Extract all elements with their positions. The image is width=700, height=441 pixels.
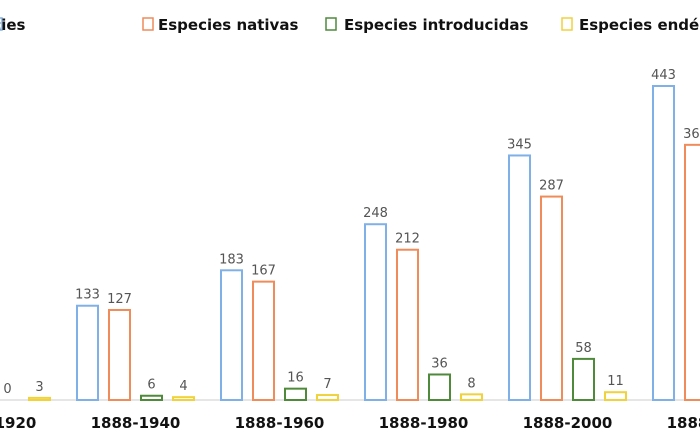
bar-3-2 bbox=[140, 394, 163, 402]
value-label-2-3: 167 bbox=[251, 264, 276, 279]
bar-4-3 bbox=[316, 394, 339, 401]
bar-3-3 bbox=[284, 387, 307, 402]
legend-swatch-1 bbox=[0, 17, 3, 31]
category-label-4: 1888-1980 bbox=[379, 414, 469, 432]
category-label-6: 1888-2020 bbox=[667, 414, 700, 432]
category-label-3: 1888-1960 bbox=[235, 414, 325, 432]
bar-3-5 bbox=[572, 357, 595, 402]
bar-4-5 bbox=[604, 391, 627, 401]
legend-swatch-2 bbox=[142, 17, 154, 31]
bar-3-4 bbox=[428, 373, 451, 401]
value-label-1-4: 248 bbox=[363, 206, 388, 221]
bar-2-6 bbox=[684, 143, 700, 401]
bar-4-1 bbox=[28, 396, 51, 402]
value-label-4-5: 11 bbox=[607, 374, 624, 389]
category-label-2: 1888-1940 bbox=[91, 414, 181, 432]
value-label-3-1: 0 bbox=[3, 382, 11, 397]
category-labels: 1888-1920 1888-1940 1888-1960 1888-1980 1888… bbox=[0, 414, 700, 432]
bar-2-3 bbox=[252, 280, 275, 401]
bar-2-4 bbox=[396, 248, 419, 401]
value-label-1-5: 345 bbox=[507, 137, 532, 152]
value-label-1-2: 133 bbox=[75, 288, 100, 303]
bar-4-2 bbox=[172, 396, 195, 402]
value-label-3-3: 16 bbox=[287, 371, 304, 386]
category-label-1: 1888-1920 bbox=[0, 414, 36, 432]
value-label-4-2: 4 bbox=[179, 379, 187, 394]
value-label-2-5: 287 bbox=[539, 179, 564, 194]
legend-label-4: Especies endémicas bbox=[579, 16, 700, 34]
value-label-2-2: 127 bbox=[107, 292, 132, 307]
legend-label-2: Especies nativas bbox=[158, 16, 298, 34]
value-label-4-1: 3 bbox=[35, 380, 43, 395]
legend: Total de especies Especies nativas Especie… bbox=[0, 16, 700, 34]
bar-1-2 bbox=[76, 304, 99, 402]
category-label-5: 1888-2000 bbox=[523, 414, 613, 432]
legend-label-3: Especies introducidas bbox=[344, 16, 528, 34]
bar-2-2 bbox=[108, 308, 131, 401]
value-label-1-3: 183 bbox=[219, 252, 244, 267]
legend-label-1: Total de especies bbox=[0, 16, 26, 34]
bar-2-5 bbox=[540, 195, 563, 401]
legend-swatch-4 bbox=[561, 17, 573, 31]
value-label-2-4: 212 bbox=[395, 232, 420, 247]
value-label-2-6: 360 bbox=[683, 127, 700, 142]
bar-1-3 bbox=[220, 269, 243, 401]
value-label-4-3: 7 bbox=[323, 377, 331, 392]
bar-1-5 bbox=[508, 154, 531, 401]
legend-swatch-3 bbox=[325, 17, 337, 31]
value-label-4-4: 8 bbox=[467, 376, 475, 391]
value-label-3-2: 6 bbox=[147, 378, 155, 393]
value-label-1-6: 443 bbox=[651, 68, 676, 83]
bar-1-4 bbox=[364, 223, 387, 401]
bar-1-6 bbox=[652, 85, 675, 401]
value-label-3-4: 36 bbox=[431, 356, 448, 371]
bar-4-4 bbox=[460, 393, 483, 401]
value-label-3-5: 58 bbox=[575, 341, 592, 356]
